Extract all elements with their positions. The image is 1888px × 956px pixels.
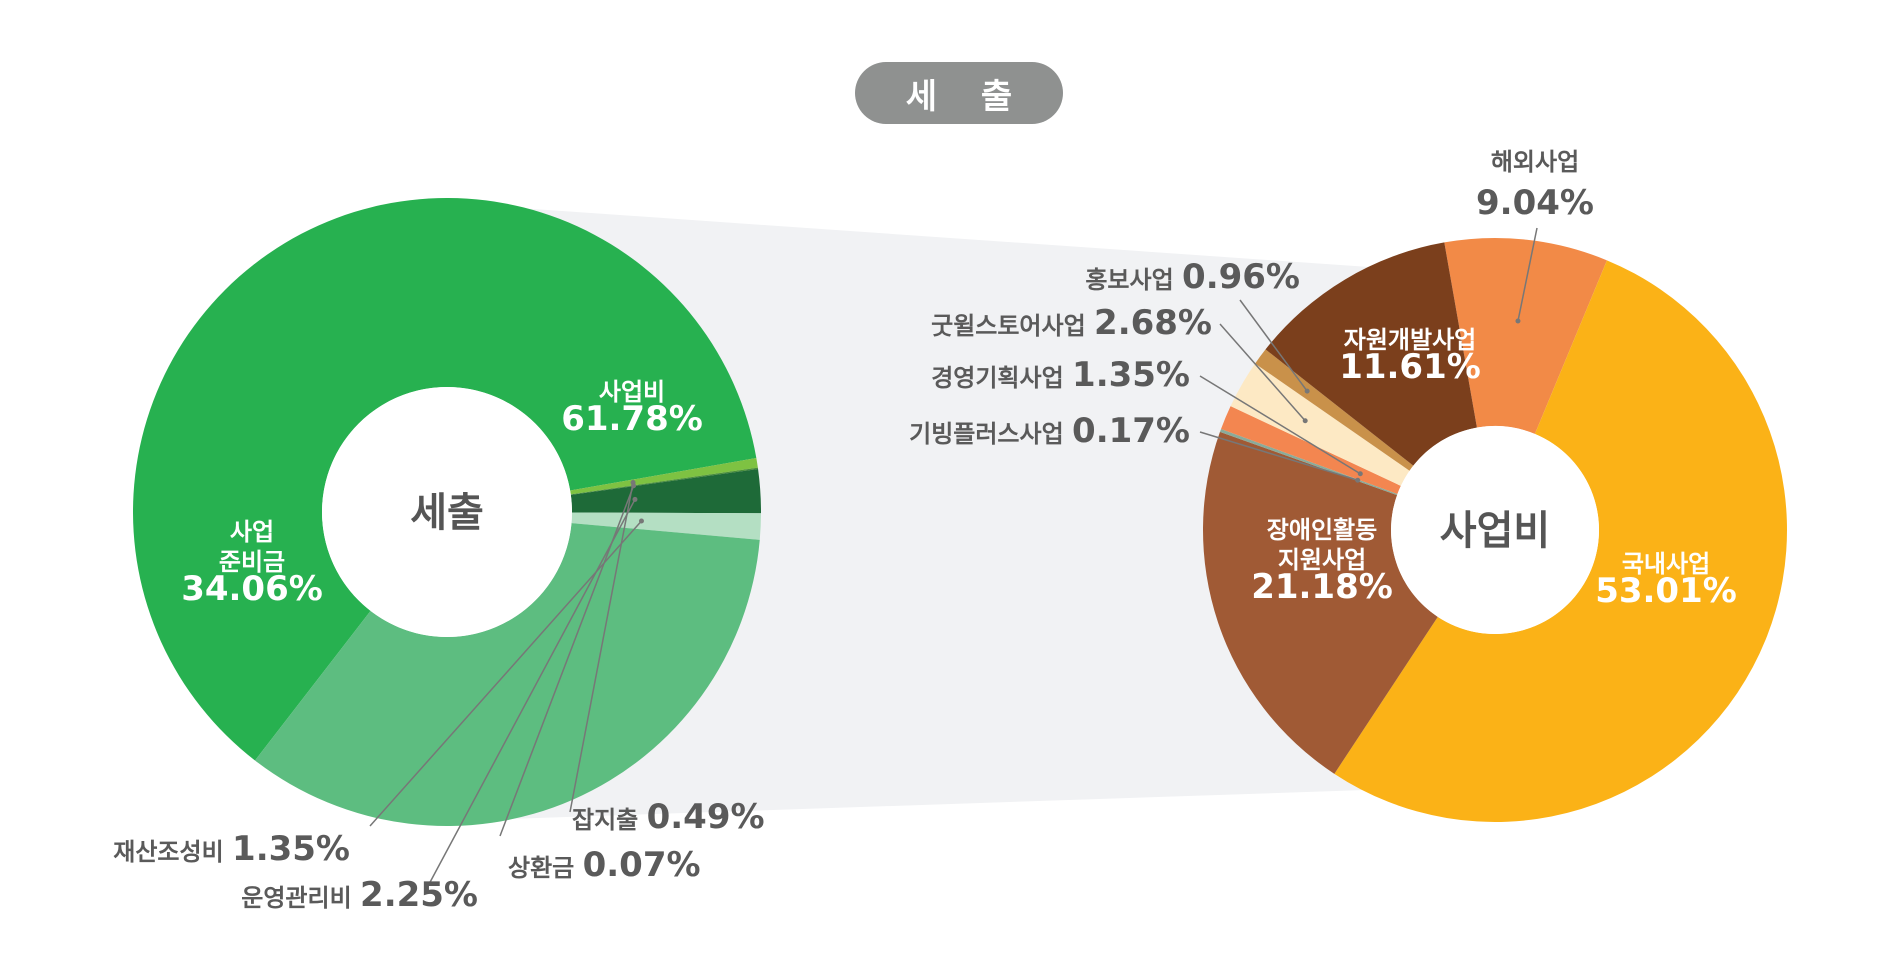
label-right-5-value: 2.68% <box>1094 303 1212 343</box>
label-right-2-value: 21.18% <box>1251 567 1393 607</box>
label-left-3-leader <box>427 499 636 887</box>
label-right-2-name: 지원사업 <box>1278 546 1366 574</box>
right-slice-6 <box>1255 349 1414 471</box>
label-right-3-dot <box>1355 477 1361 483</box>
label-left-5-name: 준비금 <box>219 548 285 576</box>
right-hole <box>1391 426 1599 634</box>
label-right-3-value: 0.17% <box>1072 411 1190 451</box>
label-right-6-name: 홍보사업 <box>1085 266 1182 294</box>
left-slice-1 <box>570 458 758 495</box>
label-left-2: 상환금 0.07% <box>508 845 701 885</box>
label-right-3-leader <box>1199 431 1358 481</box>
left-slice-0 <box>133 198 757 761</box>
left-center-label: 세출 <box>410 490 484 536</box>
label-left-0-value: 61.78% <box>561 399 703 439</box>
label-right-5-name: 굿윌스토어사업 <box>931 312 1094 340</box>
right-slice-7 <box>1265 242 1477 466</box>
right-slice-0 <box>1444 238 1607 434</box>
label-right-6-leader <box>1239 299 1308 392</box>
label-left-2-dot <box>631 483 637 489</box>
label-right-5-leader <box>1219 323 1306 422</box>
label-left-3-value: 2.25% <box>360 875 478 915</box>
label-left-3: 운영관리비 2.25% <box>241 875 478 915</box>
right-slice-1 <box>1334 260 1788 822</box>
left-slice-2 <box>570 467 759 495</box>
page-title: 세 출 <box>905 76 1029 117</box>
label-right-6-dot <box>1304 388 1310 394</box>
label-right-1-value: 53.01% <box>1595 571 1737 611</box>
label-left-1-name: 잡지출 <box>572 806 647 834</box>
label-right-4: 경영기획사업 1.35% <box>931 355 1190 395</box>
label-left-4-leader <box>369 520 643 827</box>
left-slice-3 <box>570 468 762 514</box>
label-right-7-value: 11.61% <box>1339 347 1481 387</box>
label-left-4-dot <box>638 518 644 524</box>
label-left-5-value: 34.06% <box>181 569 323 609</box>
label-right-5-dot <box>1302 418 1308 424</box>
label-right-4-dot <box>1357 471 1363 477</box>
right-slice-5 <box>1230 363 1410 486</box>
label-left-4: 재산조성비 1.35% <box>113 829 350 869</box>
label-left-3-dot <box>632 496 638 502</box>
label-left-4-name: 재산조성비 <box>113 838 232 866</box>
label-left-0-name: 사업비 <box>599 378 665 406</box>
label-left-1-value: 0.49% <box>647 797 765 837</box>
right-donut: 사업비 <box>1203 238 1788 822</box>
label-left-5-name: 사업 <box>230 518 274 546</box>
label-right-3: 기빙플러스사업 0.17% <box>909 411 1190 451</box>
left-slice-5 <box>254 523 760 826</box>
label-left-3-name: 운영관리비 <box>241 884 360 912</box>
left-slice-4 <box>571 512 761 540</box>
label-left-4-value: 1.35% <box>232 829 350 869</box>
label-right-4-name: 경영기획사업 <box>931 364 1072 392</box>
left-donut: 세출 <box>133 198 762 826</box>
label-right-0-dot <box>1515 318 1521 324</box>
label-right-0-value: 9.04% <box>1476 183 1594 223</box>
label-left-1: 잡지출 0.49% <box>572 797 765 837</box>
right-slice-2 <box>1203 431 1438 774</box>
label-right-0: 해외사업 9.04% <box>1476 148 1594 223</box>
label-left-1-leader <box>569 482 634 813</box>
right-center-label: 사업비 <box>1440 508 1550 554</box>
label-right-0-leader <box>1517 227 1538 322</box>
left-hole <box>322 387 572 637</box>
label-right-6: 홍보사업 0.96% <box>1085 257 1300 297</box>
label-right-2-name: 장애인활동 <box>1267 516 1377 544</box>
label-right-4-value: 1.35% <box>1072 355 1190 395</box>
label-right-1-name: 국내사업 <box>1622 550 1710 578</box>
label-left-2-name: 상환금 <box>508 854 583 882</box>
right-slice-4 <box>1221 406 1401 495</box>
title-pill: 세 출 <box>855 62 1063 124</box>
label-right-6-value: 0.96% <box>1182 257 1300 297</box>
label-right-7-name: 자원개발사업 <box>1344 326 1476 354</box>
slice-labels: 사업비61.78%사업준비금34.06%자원개발사업11.61%장애인활동지원사… <box>113 148 1737 915</box>
label-right-0-name: 해외사업 <box>1491 148 1579 176</box>
label-right-3-name: 기빙플러스사업 <box>909 420 1072 448</box>
label-right-5: 굿윌스토어사업 2.68% <box>931 303 1212 343</box>
label-right-4-leader <box>1199 375 1361 475</box>
label-left-2-value: 0.07% <box>583 845 701 885</box>
